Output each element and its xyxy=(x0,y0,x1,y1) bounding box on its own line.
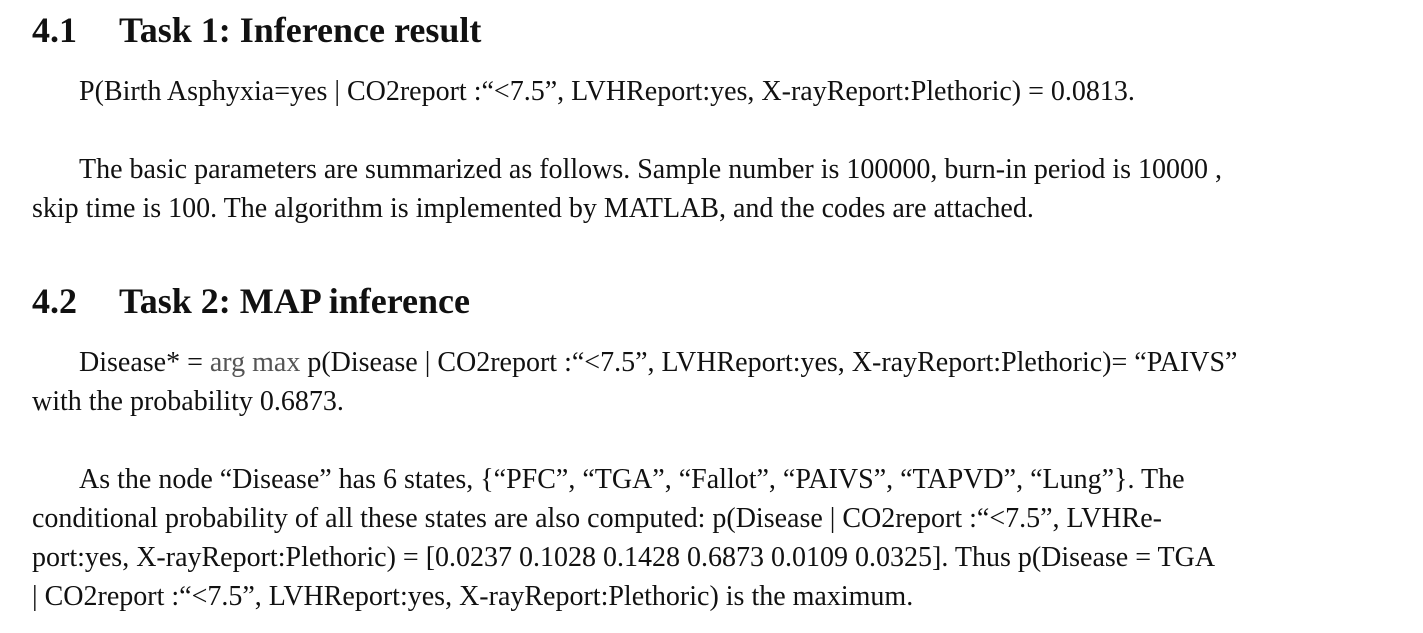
inference-result-line: P(Birth Asphyxia=yes | CO2report :“<7.5”… xyxy=(79,76,1135,107)
map-inference-line: Disease* = arg max p(Disease | CO2report… xyxy=(79,346,1237,380)
section-number: 4.1 xyxy=(32,10,77,50)
map-suffix: p(Disease | CO2report :“<7.5”, LVHReport… xyxy=(300,347,1238,378)
section-number: 4.2 xyxy=(32,281,77,321)
states-line-1: As the node “Disease” has 6 states, {“PF… xyxy=(79,464,1185,495)
section-title: Task 2: MAP inference xyxy=(119,281,470,321)
section-title: Task 1: Inference result xyxy=(119,10,482,50)
map-probability-line: with the probability 0.6873. xyxy=(32,386,344,417)
parameters-line-1: The basic parameters are summarized as f… xyxy=(79,154,1223,185)
states-line-2: conditional probability of all these sta… xyxy=(32,503,1162,534)
section-heading-4-1: 4.1 Task 1: Inference result xyxy=(32,10,481,50)
argmax-operator: arg max xyxy=(209,347,301,378)
map-prefix: Disease* = xyxy=(79,347,210,378)
section-heading-4-2: 4.2 Task 2: MAP inference xyxy=(32,281,470,321)
states-line-4: | CO2report :“<7.5”, LVHReport:yes, X-ra… xyxy=(32,581,914,612)
parameters-line-2: skip time is 100. The algorithm is imple… xyxy=(32,193,1034,224)
states-line-3: port:yes, X-rayReport:Plethoric) = [0.02… xyxy=(32,542,1216,573)
